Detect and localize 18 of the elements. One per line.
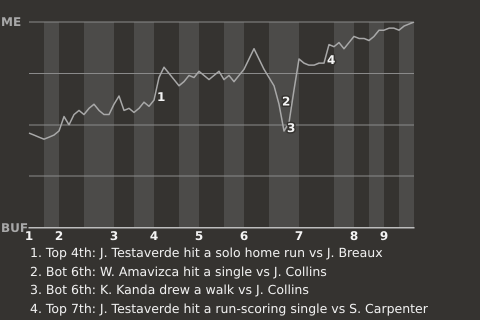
annotation: 4 <box>327 53 336 68</box>
text: 4. Top 7th: J. Testaverde hit a run-scoring single vs S. Carpenter <box>30 300 428 318</box>
x-tick-label: 3 <box>110 228 118 243</box>
x-tick-label: 8 <box>350 228 358 243</box>
annotation: 2 <box>282 94 290 108</box>
text: ME <box>1 15 22 29</box>
x-tick-label: 7 <box>294 228 304 243</box>
annotation: 1 <box>157 90 166 104</box>
x-tick-label: 5 <box>194 228 204 243</box>
x-tick-label: 1 <box>24 228 34 243</box>
text: 3. Bot 6th: K. Kanda drew a walk vs J. Collins <box>30 281 310 299</box>
x-tick-label: 6 <box>240 228 248 243</box>
x-tick-label: 4 <box>150 228 158 243</box>
text: 1. Top 4th: J. Testaverde hit a solo home run vs J. Breaux <box>30 244 384 262</box>
x-tick-label: 2 <box>54 228 64 243</box>
annotation: 3 <box>287 121 296 136</box>
x-tick-label: 9 <box>380 228 388 243</box>
text: 2. Bot 6th: W. Amavizca hit a single vs J. Collins <box>30 262 328 281</box>
